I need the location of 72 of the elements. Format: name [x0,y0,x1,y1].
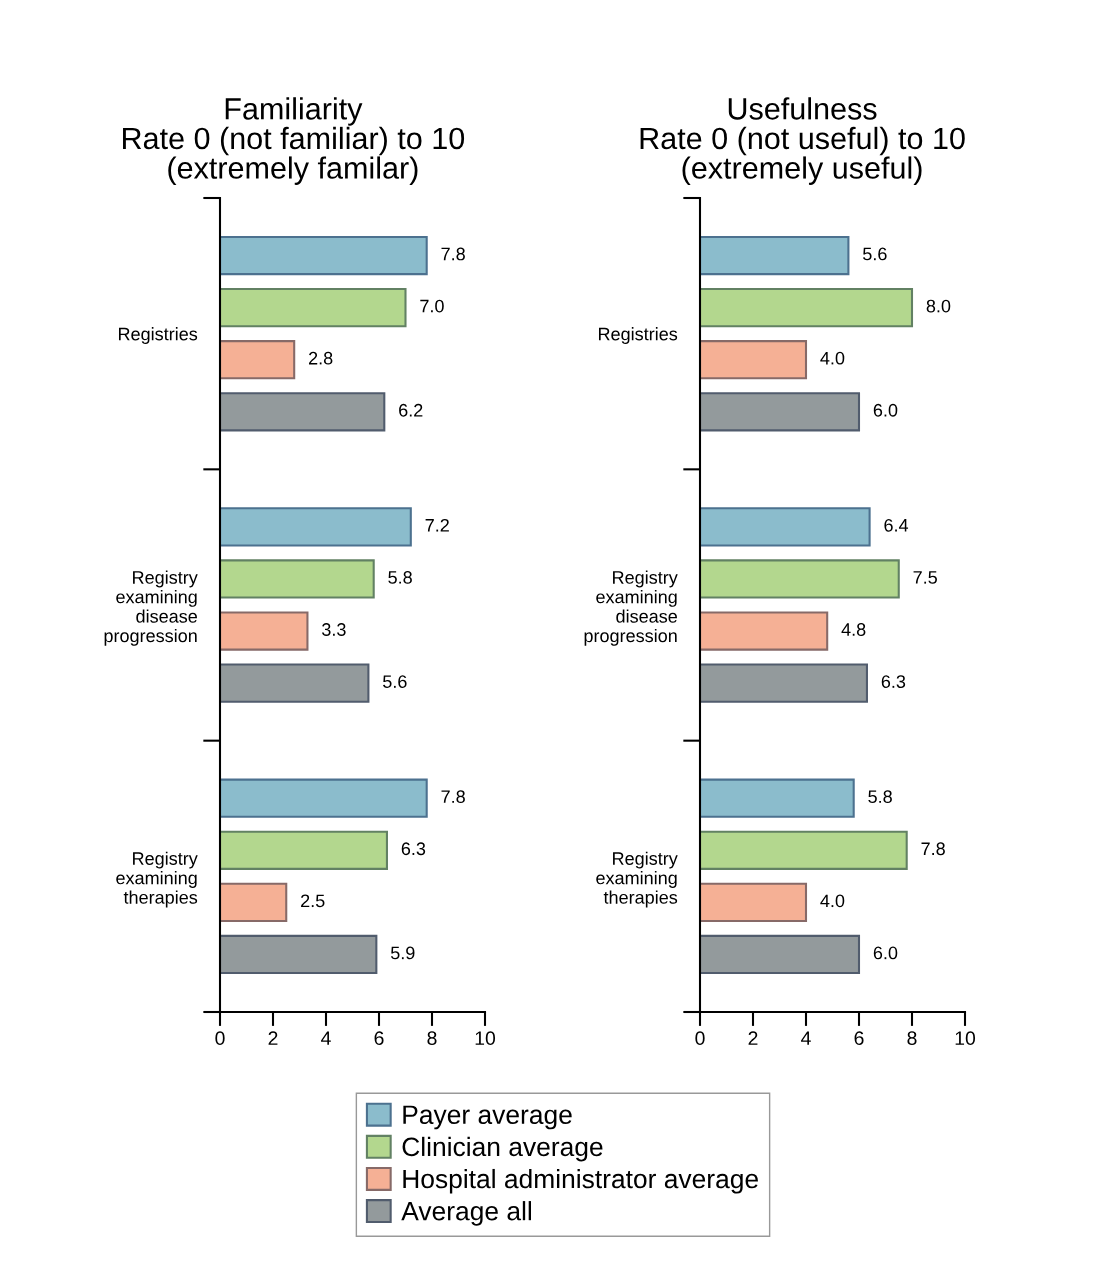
bar [700,392,861,432]
bar [700,611,829,651]
y-tick-label: Registry examining therapies [116,851,198,908]
bar [220,507,412,547]
data-label: 2.8 [309,351,333,365]
bar [700,778,855,818]
bar [220,830,388,870]
data-label: 5.9 [390,946,415,960]
bar [220,340,296,380]
bar [700,287,914,328]
bar [700,934,861,975]
y-tick-label: Registries [118,327,198,344]
bar [220,235,428,276]
data-label: 7.5 [913,571,937,584]
x-tick-label: 6 [854,1031,864,1046]
x-tick-label: 6 [374,1031,384,1046]
data-label: 2.5 [301,894,325,908]
x-tick-label: 0 [215,1031,225,1046]
bar [220,934,378,975]
bar [220,559,375,599]
data-label: 6.3 [401,842,426,856]
bar [700,882,808,923]
legend-label: Average all [401,1201,532,1226]
data-label: 5.6 [383,675,407,688]
data-label: 6.4 [884,518,909,532]
data-label: 6.0 [873,403,898,417]
y-tick-label: Registry examining disease progression [104,570,198,646]
x-tick-label: 4 [801,1031,811,1045]
data-label: 4.8 [841,623,866,636]
bar [220,882,288,923]
bar [220,287,407,328]
data-label: 7.8 [441,247,465,261]
bar [220,778,428,818]
data-label: 5.8 [868,790,892,804]
x-tick-label: 2 [268,1031,278,1045]
data-label: 4.0 [820,894,845,908]
bar [220,611,309,651]
bar [700,559,900,599]
data-label: 5.8 [388,571,412,584]
data-label: 7.8 [441,790,465,804]
x-tick-label: 2 [748,1031,758,1045]
chart-title: Usefulness Rate 0 (not useful) to 10 (extremely useful) [640,97,965,185]
data-label: 7.0 [420,299,444,313]
bar [700,830,908,870]
data-label: 3.3 [322,623,346,636]
data-label: 7.2 [425,518,449,532]
data-label: 5.6 [863,247,887,261]
y-tick-label: Registries [598,327,678,344]
y-tick-label: Registry examining therapies [596,851,678,908]
legend-label: Payer average [403,1105,572,1130]
y-tick-label: Registry examining disease progression [584,570,678,646]
legend-label: Hospital administrator average [403,1168,758,1194]
x-tick-label: 0 [695,1031,705,1046]
data-label: 7.8 [921,842,945,856]
data-label: 8.0 [926,299,951,313]
data-label: 4.0 [820,351,845,365]
legend-label: Clinician average [402,1136,603,1162]
bar [700,507,871,547]
bar [700,663,868,703]
x-tick-label: 10 [955,1031,976,1046]
bar [220,663,370,703]
data-label: 6.0 [873,946,898,960]
bar [220,392,386,432]
x-tick-label: 10 [475,1031,496,1046]
data-label: 6.2 [399,403,423,417]
x-tick-label: 8 [427,1031,437,1046]
data-label: 6.3 [881,675,906,688]
bar [700,235,850,276]
chart-title: Familiarity Rate 0 (not familiar) to 10 (extremely familar) [123,97,465,185]
x-tick-label: 8 [907,1031,917,1046]
x-tick-label: 4 [321,1031,331,1045]
bar [700,340,808,380]
